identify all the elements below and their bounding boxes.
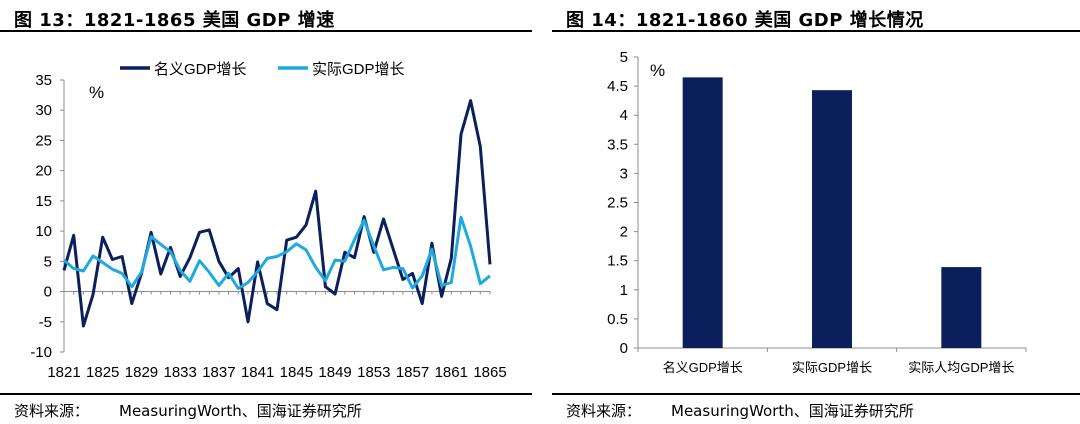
y-tick-label: 3.5 <box>607 136 628 153</box>
y-tick-label: 5 <box>620 49 628 66</box>
x-tick-label: 1845 <box>280 364 313 381</box>
line-chart: -10 -5 0 5 10 15 20 25 30 35 1821 1825 1829 1833 1837 1… <box>30 61 506 381</box>
series-line-nominal <box>62 99 492 328</box>
source-label: 资料来源： <box>14 402 90 420</box>
y-tick-label: 2 <box>620 224 628 241</box>
x-tick-label: 1821 <box>47 364 80 381</box>
y-tick-label: 3 <box>620 165 628 182</box>
figure-14-title: 图 14：1821-1860 美国 GDP 增长情况 <box>566 10 924 31</box>
x-tick-label: 1833 <box>163 364 196 381</box>
y-tick-label: 4.5 <box>607 78 628 95</box>
source-text: MeasuringWorth、国海证券研究所 <box>119 402 362 420</box>
bar-0 <box>682 77 723 349</box>
x-tick-label: 1853 <box>357 364 390 381</box>
unit-label: % <box>89 83 104 102</box>
y-tick-label: 0 <box>620 340 628 357</box>
figure-13-title: 图 13：1821-1865 美国 GDP 增速 <box>14 10 335 31</box>
bar-chart: 0 0.5 1 1.5 2 2.5 3 3.5 4 4.5 5% 名义GDP增长 实际GDP增长 实际人均… <box>607 49 1027 375</box>
y-tick-label: 0.5 <box>607 311 628 328</box>
y-tick-label: 5 <box>44 253 52 270</box>
y-tick-label: -10 <box>30 344 52 361</box>
figure-13-panel: 图 13：1821-1865 美国 GDP 增速 -10 -5 0 5 10 15 20 25… <box>0 10 532 421</box>
x-tick-label: 1857 <box>396 364 429 381</box>
figure-14-top-rule <box>552 30 1080 32</box>
x-tick-label: 1829 <box>125 364 158 381</box>
y-tick-label: 2.5 <box>607 195 628 212</box>
figure-13-top-rule <box>0 30 532 32</box>
x-tick-label: 1861 <box>435 364 468 381</box>
y-tick-label: 1 <box>620 282 628 299</box>
x-tick-label: 1825 <box>86 364 119 381</box>
x-category-label: 实际GDP增长 <box>792 360 872 375</box>
y-tick-label: 35 <box>35 72 52 89</box>
x-tick-label: 1841 <box>241 364 274 381</box>
source-label: 资料来源： <box>566 402 642 420</box>
unit-label: % <box>650 61 665 80</box>
figure-14-source: 资料来源： MeasuringWorth、国海证券研究所 <box>566 400 914 421</box>
bar-2 <box>941 267 982 348</box>
y-tick-label: 4 <box>620 107 628 124</box>
y-tick-label: 25 <box>35 132 52 149</box>
x-tick-label: 1865 <box>473 364 506 381</box>
x-category-label: 实际人均GDP增长 <box>908 360 1014 375</box>
y-tick-label: 0 <box>44 284 52 301</box>
x-category-label: 名义GDP增长 <box>663 360 743 375</box>
y-tick-label: 30 <box>35 102 52 119</box>
y-tick-label: -5 <box>39 314 52 331</box>
x-tick-label: 1837 <box>202 364 235 381</box>
legend-label-real: 实际GDP增长 <box>312 61 405 78</box>
figure-14-bottom-rule <box>552 393 1080 395</box>
y-tick-label: 1.5 <box>607 253 628 270</box>
figure-14-panel: 图 14：1821-1860 美国 GDP 增长情况 0 0.5 1 1.5 2 2.5 3… <box>552 0 1080 424</box>
legend-label-nominal: 名义GDP增长 <box>154 61 247 78</box>
x-tick-label: 1849 <box>318 364 351 381</box>
source-text: MeasuringWorth、国海证券研究所 <box>671 402 914 420</box>
figure-13-bottom-rule <box>0 393 532 395</box>
y-tick-label: 15 <box>35 193 52 210</box>
y-tick-label: 20 <box>35 163 52 180</box>
bar-1 <box>812 90 852 348</box>
figure-13-source: 资料来源： MeasuringWorth、国海证券研究所 <box>14 400 362 421</box>
y-tick-label: 10 <box>35 223 52 240</box>
